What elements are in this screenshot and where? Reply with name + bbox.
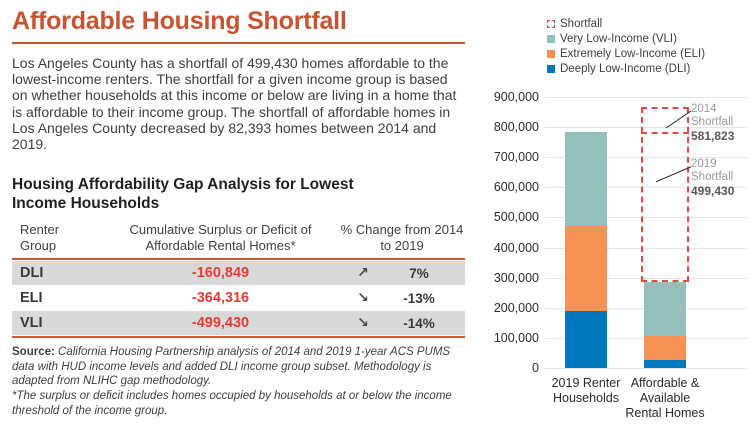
legend-label: Extremely Low-Income (ELI)	[560, 47, 706, 60]
y-axis-tick-label: 700,000	[493, 150, 539, 165]
y-axis-tick-label: 900,000	[493, 90, 539, 104]
gridline	[545, 97, 747, 98]
legend-item-vli: Very Low-Income (VLI)	[547, 31, 705, 46]
table-row-eli: ELI -364,316 ↘ -13%	[12, 286, 465, 311]
gridline	[545, 157, 747, 159]
legend-item-eli: Extremely Low-Income (ELI)	[547, 46, 705, 61]
intro-paragraph: Los Angeles County has a shortfall of 49…	[12, 55, 457, 153]
trend-down-icon: ↘	[357, 290, 369, 307]
y-axis-tick-label: 100,000	[493, 330, 539, 345]
shortfall-dashed-swatch-icon	[547, 19, 555, 28]
source-label: Source:	[12, 346, 55, 359]
gap-analysis-table: Renter Group Cumulative Surplus or Defic…	[12, 222, 465, 339]
table-header-row: Renter Group Cumulative Surplus or Defic…	[12, 222, 465, 258]
annotation-2014-shortfall: 2014 Shortfall 581,823	[691, 103, 734, 143]
row-group-label: VLI	[20, 315, 43, 332]
trend-up-icon: ↗	[357, 265, 369, 282]
gridline	[545, 368, 747, 369]
x-axis-label: Affordable & Available Rental Homes	[625, 376, 705, 420]
y-axis-tick-label: 600,000	[493, 180, 539, 195]
chart-legend: Shortfall Very Low-Income (VLI) Extremel…	[547, 16, 705, 76]
table-row-dli: DLI -160,849 ↗ 7%	[12, 261, 465, 286]
eli-swatch-icon	[547, 49, 555, 58]
stacked-bar-chart: 2019 Renter Households Affordable & Avail…	[487, 90, 754, 434]
bar-segment-eli	[644, 336, 686, 360]
y-axis-tick-label: 400,000	[493, 240, 539, 255]
left-column: Affordable Housing Shortfall Los Angeles…	[12, 7, 465, 418]
row-deficit-value: -160,849	[191, 265, 250, 282]
shortfall-2019-line	[641, 131, 689, 134]
page-title: Affordable Housing Shortfall	[12, 7, 347, 35]
bar-segment-dli	[644, 359, 686, 368]
y-axis-tick-label: 800,000	[493, 120, 539, 135]
legend-label: Very Low-Income (VLI)	[560, 32, 677, 45]
shortfall-2014-outline	[641, 106, 689, 283]
x-axis-label: 2019 Renter Households	[551, 376, 621, 405]
row-pct-change: -13%	[403, 290, 435, 306]
table-bottom-rule	[12, 336, 465, 339]
table-title: Housing Affordability Gap Analysis for L…	[12, 176, 354, 212]
source-text: California Housing Partnership analysis …	[12, 346, 451, 388]
row-deficit-value: -364,316	[191, 290, 250, 307]
legend-item-shortfall: Shortfall	[547, 16, 705, 31]
gridline	[545, 187, 747, 189]
y-axis-tick-label: 500,000	[493, 210, 539, 225]
bar-segment-dli	[565, 310, 607, 368]
y-axis-tick-label: 200,000	[493, 300, 539, 315]
gridline	[545, 217, 747, 219]
row-group-label: ELI	[20, 290, 43, 307]
annotation-2019-shortfall: 2019 Shortfall 499,430	[691, 158, 734, 198]
row-group-label: DLI	[20, 265, 44, 282]
header-cumulative-surplus: Cumulative Surplus or Deficit of Afforda…	[129, 222, 312, 253]
bar-segment-vli	[565, 131, 607, 227]
chart-plot-area: 2019 Renter Households Affordable & Avail…	[545, 97, 747, 420]
row-pct-change: 7%	[409, 265, 429, 281]
legend-label: Deeply Low-Income (DLI)	[560, 62, 691, 75]
legend-item-dli: Deeply Low-Income (DLI)	[547, 61, 705, 76]
dli-swatch-icon	[547, 64, 555, 73]
table-top-rule	[12, 258, 465, 261]
y-axis-tick-label: 300,000	[493, 270, 539, 285]
header-pct-change: % Change from 2014 to 2019	[340, 222, 464, 253]
footnotes: Source: California Housing Partnership a…	[12, 345, 465, 418]
gridline	[545, 277, 747, 279]
trend-down-icon: ↘	[357, 315, 369, 332]
bar-segment-eli	[565, 226, 607, 311]
source-note: Source: California Housing Partnership a…	[12, 345, 465, 389]
table-row-vli: VLI -499,430 ↘ -14%	[12, 311, 465, 336]
bar-segment-vli	[644, 282, 686, 337]
asterisk-note: *The surplus or deficit includes homes o…	[12, 390, 452, 417]
annotation-value: 581,823	[691, 128, 735, 143]
title-underline	[12, 42, 465, 44]
legend-label: Shortfall	[560, 17, 603, 30]
gridline	[545, 127, 747, 129]
vli-swatch-icon	[547, 34, 555, 43]
y-axis-tick-label: 0	[532, 361, 539, 375]
annotation-value: 499,430	[691, 183, 735, 198]
annotation-label: 2014 Shortfall	[691, 102, 734, 128]
annotation-label: 2019 Shortfall	[691, 157, 734, 183]
row-pct-change: -14%	[403, 315, 435, 331]
row-deficit-value: -499,430	[191, 315, 250, 332]
gridline	[545, 247, 747, 249]
header-renter-group: Renter Group	[20, 222, 60, 253]
